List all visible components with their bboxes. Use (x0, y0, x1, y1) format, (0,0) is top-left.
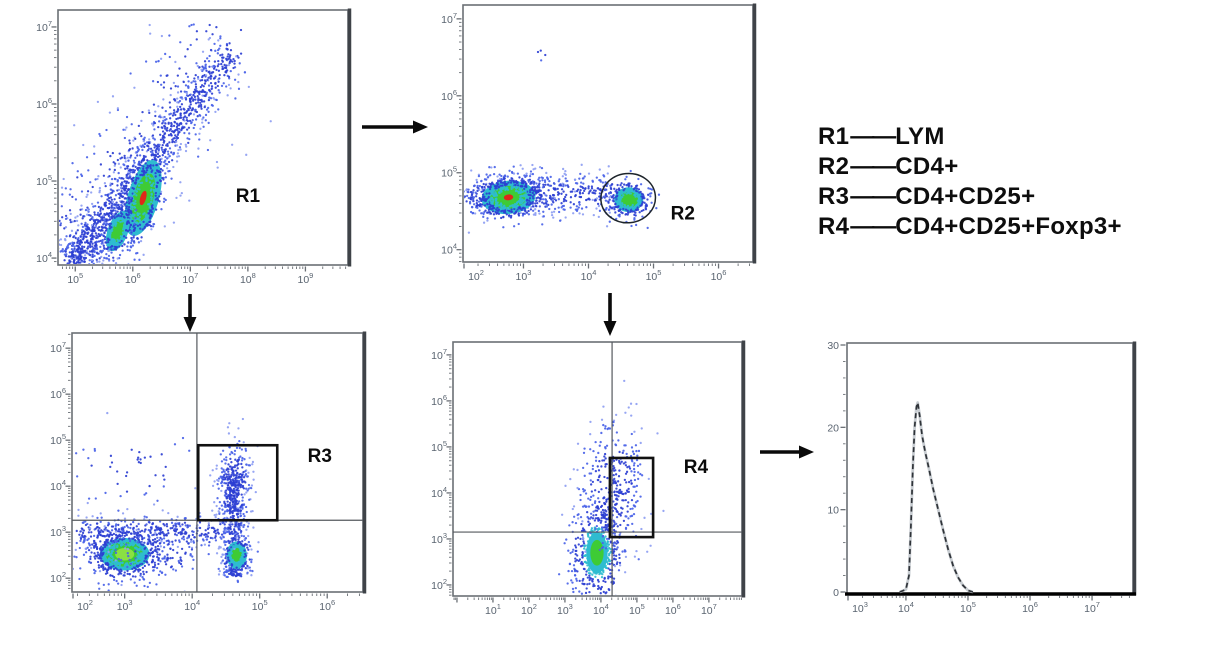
legend-dash: —— (850, 213, 896, 240)
plot-r1-dots (59, 23, 272, 264)
plot-r2-dots (464, 49, 661, 234)
legend-region-r3: R3 (818, 183, 850, 210)
svg-text:102: 102 (50, 570, 66, 585)
legend-row-r4: R4——CD4+CD25+Foxp3+ (818, 212, 1122, 242)
arrow-r1-to-r3 (183, 294, 197, 332)
svg-text:105: 105 (67, 271, 83, 286)
plot-r3-gate-rect (196, 443, 279, 522)
arrow-r1-to-r2 (362, 120, 428, 134)
plot-r3-dots (73, 411, 260, 591)
svg-text:103: 103 (516, 268, 532, 283)
svg-text:105: 105 (252, 598, 268, 613)
svg-text:106: 106 (50, 386, 66, 401)
svg-text:106: 106 (441, 88, 457, 103)
svg-text:102: 102 (468, 268, 484, 283)
legend-label-r3: CD4+CD25+ (895, 183, 1036, 210)
svg-text:107: 107 (50, 340, 66, 355)
legend-region-r1: R1 (818, 123, 850, 150)
svg-text:102: 102 (77, 598, 93, 613)
svg-text:105: 105 (36, 173, 52, 188)
legend-row-r2: R2——CD4+ (818, 152, 1122, 182)
plot-r2-gate-ellipse (600, 172, 657, 224)
plot-r2-region-label: R2 (671, 204, 695, 225)
plot-r3: 102 103 104 105 106 102 103 104 105 106 107 R3 (50, 331, 367, 613)
svg-text:104: 104 (184, 598, 200, 613)
svg-text:106: 106 (125, 271, 141, 286)
arrow-r4-to-hist (760, 445, 814, 459)
svg-text:106: 106 (711, 268, 727, 283)
svg-text:105: 105 (441, 165, 457, 180)
svg-text:105: 105 (646, 268, 662, 283)
svg-text:106: 106 (319, 598, 335, 613)
svg-text:105: 105 (50, 432, 66, 447)
svg-text:109: 109 (297, 271, 313, 286)
plot-r1-region-label: R1 (236, 186, 261, 207)
legend-label-r2: CD4+ (895, 153, 959, 180)
svg-text:103: 103 (50, 524, 66, 539)
plot-r4-gate-rect (608, 456, 655, 539)
legend-label-r4: CD4+CD25+Foxp3+ (895, 213, 1122, 240)
legend-region-r4: R4 (818, 213, 850, 240)
arrow-r2-to-r4 (603, 293, 617, 336)
svg-text:103: 103 (117, 598, 133, 613)
plot-r3-region-label: R3 (308, 446, 332, 467)
histogram-curve (899, 401, 974, 593)
svg-text:106: 106 (36, 96, 52, 111)
legend-label-r1: LYM (895, 123, 945, 150)
plot-r1: 105 106 107 108 109 104 105 106 107 R1 (36, 8, 352, 286)
plot-r2: 102 103 104 105 106 104 105 106 107 R2 (441, 3, 757, 283)
legend-dash: —— (850, 123, 896, 150)
svg-text:104: 104 (441, 242, 457, 257)
svg-text:107: 107 (36, 19, 52, 34)
legend-row-r3: R3——CD4+CD25+ (818, 182, 1122, 212)
plot-r4: 101 102 103 104 105 106 107102103104105106107R… (431, 340, 746, 617)
legend-dash: —— (850, 153, 896, 180)
svg-text:104: 104 (581, 268, 597, 283)
legend-dash: —— (850, 183, 896, 210)
svg-text:107: 107 (441, 11, 457, 26)
svg-text:104: 104 (50, 478, 66, 493)
svg-text:107: 107 (182, 271, 198, 286)
svg-text:104: 104 (36, 250, 52, 265)
gating-legend: R1——LYM R2——CD4+ R3——CD4+CD25+ R4——CD4+C… (818, 122, 1122, 242)
plot-r4-dots (557, 379, 665, 595)
svg-text:108: 108 (240, 271, 256, 286)
plot-r4-region-label: R4 (684, 457, 709, 478)
legend-region-r2: R2 (818, 153, 850, 180)
legend-row-r1: R1——LYM (818, 122, 1122, 152)
